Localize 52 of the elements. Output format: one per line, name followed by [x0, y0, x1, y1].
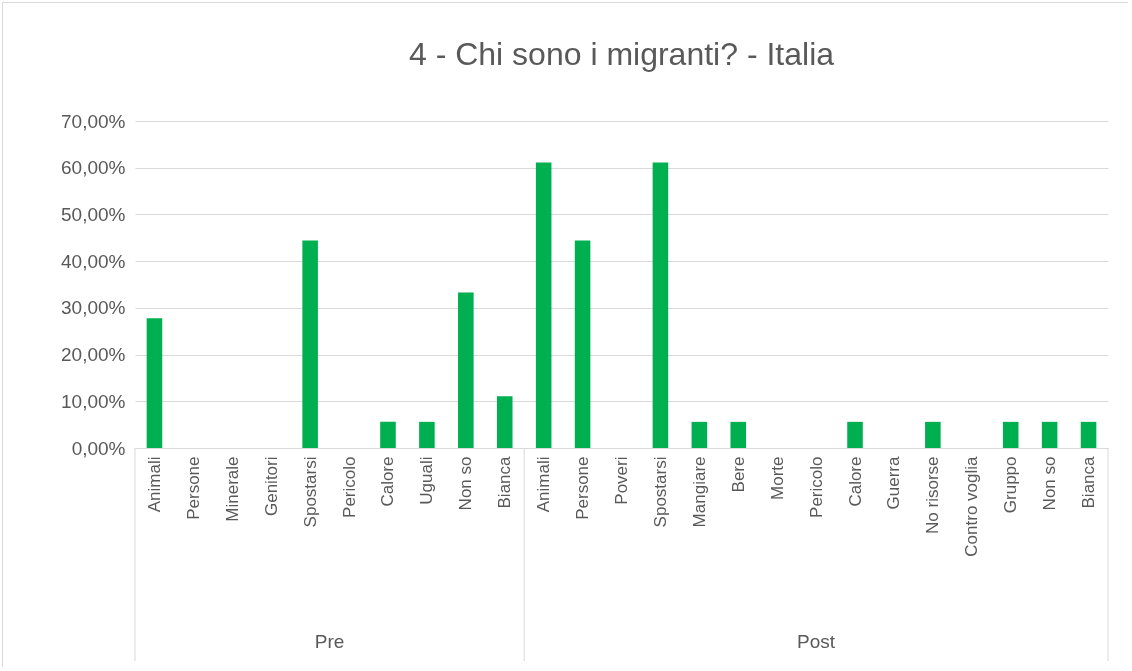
x-tick-label: Genitori: [261, 456, 281, 517]
y-tick-label: 0,00%: [71, 437, 126, 459]
x-tick-label: Uguali: [417, 456, 437, 505]
bar: [146, 318, 163, 448]
bar: [847, 421, 863, 448]
x-tick-label: Non so: [1040, 456, 1060, 511]
y-tick-label: 60,00%: [61, 157, 126, 179]
y-tick-label: 10,00%: [61, 390, 126, 412]
y-tick-label: 40,00%: [61, 250, 126, 272]
bar: [535, 162, 552, 448]
x-tick-label: Mangiare: [689, 456, 709, 528]
text: Post: [797, 631, 836, 652]
bar: [691, 421, 708, 448]
x-tick-label: Animali: [144, 456, 164, 513]
x-tick-label: Animali: [534, 456, 554, 513]
bar: [1080, 421, 1097, 448]
x-tick-label: Contro voglia: [962, 455, 982, 557]
x-tick-label: Bianca: [1079, 455, 1099, 509]
x-tick-label: Calore: [378, 456, 398, 507]
bar: [1041, 421, 1058, 448]
x-tick-label: Non so: [456, 456, 476, 511]
text: Pre: [314, 631, 345, 652]
x-tick-label: Bianca: [495, 455, 515, 509]
bar: [1002, 421, 1019, 448]
y-tick-label: 30,00%: [61, 297, 126, 319]
chart-title: 4 - Chi sono i migranti? - Italia: [408, 36, 835, 72]
x-tick-label: Morte: [767, 456, 787, 500]
x-tick-label: No risorse: [923, 456, 943, 534]
x-tick-label: Poveri: [612, 456, 631, 505]
bar: [302, 240, 318, 448]
x-tick-label: Persone: [573, 456, 593, 520]
bar: [652, 162, 669, 448]
x-tick-label: Bere: [728, 456, 748, 493]
bar: [925, 421, 941, 448]
bar: [458, 292, 474, 448]
x-tick-label: Spostarsi: [300, 456, 320, 528]
x-tick-label: Calore: [845, 456, 865, 507]
x-tick-label: Gruppo: [1001, 456, 1021, 514]
bar: [380, 421, 396, 448]
x-tick-label: Minerale: [222, 456, 242, 522]
bar: [730, 421, 747, 448]
x-tick-label: Pericolo: [339, 456, 359, 518]
bar: [419, 421, 435, 448]
x-tick-label: Pericolo: [806, 456, 826, 518]
bar: [496, 396, 513, 448]
x-tick-label: Persone: [183, 456, 203, 520]
y-tick-label: 20,00%: [61, 344, 126, 366]
bar: [574, 240, 591, 448]
y-tick-label: 70,00%: [61, 110, 126, 132]
x-tick-label: Guerra: [884, 455, 904, 510]
x-tick-label: Spostarsi: [650, 456, 670, 528]
y-tick-label: 50,00%: [61, 203, 126, 225]
